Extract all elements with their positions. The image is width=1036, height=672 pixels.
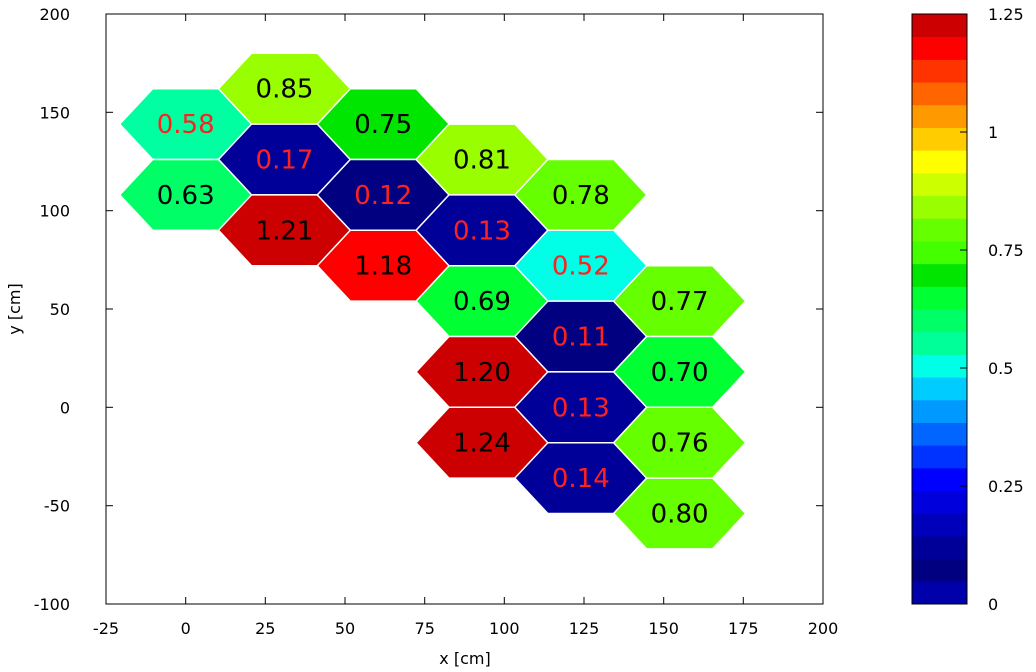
hexagon-value-label-19: 0.70: [651, 358, 709, 388]
colorbar-segment-14: [912, 263, 967, 287]
y-axis-label: y [cm]: [5, 283, 24, 334]
hexagon-value-label-4: 1.21: [256, 216, 314, 246]
hexagon-value-label-21: 0.80: [651, 500, 709, 530]
colorbar-segment-1: [912, 558, 967, 582]
x-tick-label-3: 50: [335, 619, 355, 638]
y-tick-label-3: 50: [50, 300, 70, 319]
hexagon-value-label-11: 1.20: [453, 358, 511, 388]
hexagon-value-label-3: 0.63: [157, 181, 215, 211]
colorbar-segment-8: [912, 399, 967, 423]
hexagon-value-label-15: 0.11: [552, 323, 610, 353]
colorbar-segment-6: [912, 445, 967, 469]
colorbar-segment-0: [912, 581, 967, 605]
hexagon-cells: [118, 52, 747, 550]
x-tick-label-5: 100: [489, 619, 520, 638]
colorbar-segment-25: [912, 14, 967, 38]
y-tick-label-1: -50: [44, 497, 70, 516]
y-tick-label-5: 150: [39, 103, 70, 122]
y-tick-label-2: 0: [60, 398, 70, 417]
colorbar-segment-21: [912, 104, 967, 128]
y-tick-label-4: 100: [39, 202, 70, 221]
axis-ticks: [105, 13, 824, 605]
colorbar-segment-17: [912, 195, 967, 219]
colorbar-segment-20: [912, 127, 967, 151]
colorbar-segment-4: [912, 490, 967, 514]
colorbar-tick-label-1: 0.25: [988, 477, 1024, 496]
hexagon-value-labels: 0.58 0.85 0.17 0.63 1.21 0.75 0.12 1.18 0.81 0.13…: [157, 75, 709, 530]
hexagon-value-label-2: 0.17: [256, 146, 314, 176]
hexagon-value-label-8: 0.81: [453, 146, 511, 176]
colorbar-segment-22: [912, 82, 967, 106]
colorbar-segment-3: [912, 513, 967, 537]
colorbar-segment-2: [912, 535, 967, 560]
x-tick-label-6: 125: [569, 619, 600, 638]
x-axis-label: x [cm]: [439, 649, 490, 668]
colorbar-frame: [911, 13, 968, 605]
y-tick-label-6: 200: [39, 5, 70, 24]
x-tick-label-7: 150: [648, 619, 679, 638]
colorbar-segment-12: [912, 309, 967, 333]
colorbar-segment-16: [912, 218, 967, 242]
colorbar-segment-5: [912, 467, 967, 492]
hexagon-value-label-7: 1.18: [354, 252, 412, 282]
colorbar-tick-label-0: 0: [988, 595, 998, 614]
colorbar: [911, 13, 968, 605]
colorbar-segment-18: [912, 172, 967, 197]
hexagon-value-label-0: 0.58: [157, 110, 215, 140]
hexagon-value-label-14: 0.52: [552, 252, 610, 282]
y-tick-label-0: -100: [34, 595, 70, 614]
hexagon-value-label-9: 0.13: [453, 216, 511, 246]
hexagon-value-label-12: 1.24: [453, 429, 511, 459]
colorbar-segment-11: [912, 331, 967, 355]
colorbar-tick-label-4: 1: [988, 123, 998, 142]
x-tick-label-1: 0: [181, 619, 191, 638]
hexagon-value-label-17: 0.14: [552, 464, 610, 494]
hexagon-value-label-18: 0.77: [651, 287, 709, 317]
colorbar-segment-23: [912, 59, 967, 83]
axis-tick-labels: -25 0 25 50 75 100 125 150 175 200 -100 -50 0 50 100 15…: [34, 5, 839, 638]
colorbar-segment-13: [912, 286, 967, 310]
hexagon-cell-21: [612, 477, 747, 550]
colorbar-segment-7: [912, 422, 967, 446]
colorbar-tick-labels: 0 0.25 0.5 0.75 1 1.25: [988, 5, 1024, 614]
hexagon-value-label-13: 0.78: [552, 181, 610, 211]
hexagon-value-label-10: 0.69: [453, 287, 511, 317]
colorbar-segment-9: [912, 377, 967, 401]
colorbar-segment-24: [912, 36, 967, 60]
colorbar-segment-19: [912, 150, 967, 174]
x-tick-label-9: 200: [808, 619, 839, 638]
colorbar-segment-15: [912, 240, 967, 265]
x-tick-label-0: -25: [93, 619, 119, 638]
x-tick-label-4: 75: [415, 619, 435, 638]
x-tick-label-8: 175: [728, 619, 759, 638]
colorbar-tick-label-2: 0.5: [988, 359, 1013, 378]
colorbar-tick-label-5: 1.25: [988, 5, 1024, 24]
x-tick-label-2: 25: [255, 619, 275, 638]
hexagon-value-label-16: 0.13: [552, 393, 610, 423]
colorbar-segment-10: [912, 354, 967, 378]
colorbar-tick-label-3: 0.75: [988, 241, 1024, 260]
hexagon-value-label-5: 0.75: [354, 110, 412, 140]
hexagon-value-label-1: 0.85: [256, 75, 314, 105]
hexagon-value-label-20: 0.76: [651, 429, 709, 459]
hexagon-value-label-6: 0.12: [354, 181, 412, 211]
